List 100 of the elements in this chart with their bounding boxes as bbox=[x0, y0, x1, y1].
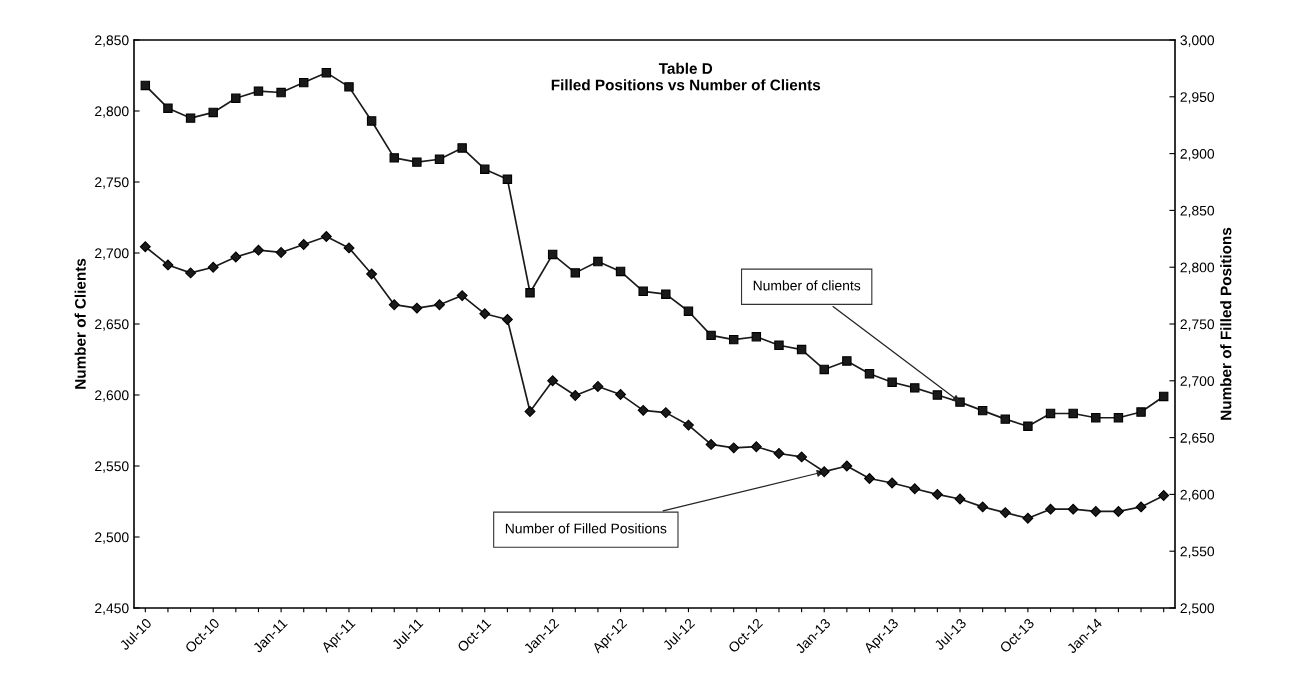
y2-tick-label: 2,650 bbox=[1180, 432, 1215, 445]
point bbox=[162, 259, 174, 271]
point bbox=[298, 239, 310, 250]
point bbox=[1136, 407, 1146, 417]
annotation: Number of Filled Positions bbox=[505, 523, 667, 534]
point bbox=[1091, 412, 1101, 423]
point bbox=[751, 332, 762, 342]
y2-tick-label: 2,800 bbox=[1180, 262, 1215, 275]
point bbox=[388, 299, 400, 311]
point bbox=[910, 383, 920, 393]
y-tick-label: 2,700 bbox=[95, 248, 129, 260]
point bbox=[207, 261, 219, 273]
y-tick-label: 2,650 bbox=[95, 319, 129, 331]
point bbox=[638, 286, 648, 297]
y2-tick-label: 2,550 bbox=[1180, 546, 1215, 559]
point bbox=[1068, 408, 1078, 419]
y-tick-label: 2,800 bbox=[95, 106, 129, 118]
point bbox=[366, 268, 378, 280]
point bbox=[615, 388, 627, 400]
point bbox=[185, 267, 197, 279]
annotation: Number of clients bbox=[753, 280, 861, 291]
point bbox=[886, 477, 898, 489]
point bbox=[1158, 490, 1170, 502]
point bbox=[1045, 503, 1056, 515]
point bbox=[139, 241, 151, 253]
point bbox=[343, 242, 355, 254]
point bbox=[887, 377, 897, 387]
point bbox=[547, 375, 559, 387]
point bbox=[366, 116, 377, 126]
point bbox=[434, 299, 445, 311]
point bbox=[683, 306, 694, 316]
point bbox=[592, 381, 604, 392]
point bbox=[1090, 505, 1102, 517]
point bbox=[841, 460, 853, 472]
point bbox=[389, 153, 399, 163]
y2-tick-label: 2,600 bbox=[1180, 489, 1215, 502]
point bbox=[932, 390, 943, 400]
point bbox=[977, 501, 989, 513]
y2-tick-label: 2,950 bbox=[1180, 92, 1215, 104]
point bbox=[344, 82, 354, 92]
point bbox=[819, 364, 829, 375]
point bbox=[977, 405, 988, 416]
y2-tick-label: 3,000 bbox=[1180, 35, 1215, 47]
point bbox=[434, 154, 445, 165]
text: Table D Filled Positions vs Number of Clients bbox=[551, 62, 821, 91]
point bbox=[615, 266, 626, 277]
point bbox=[954, 493, 966, 505]
point bbox=[185, 113, 196, 123]
point bbox=[706, 330, 716, 341]
point bbox=[728, 334, 739, 345]
point bbox=[818, 466, 830, 478]
point bbox=[457, 143, 467, 153]
point bbox=[1112, 505, 1124, 517]
point bbox=[661, 289, 671, 299]
point bbox=[569, 390, 581, 402]
y2-axis-title: Number of Filled Positions bbox=[1220, 227, 1232, 420]
point bbox=[501, 313, 513, 325]
point bbox=[320, 231, 332, 242]
y2-tick-label: 2,500 bbox=[1180, 603, 1215, 615]
point bbox=[479, 308, 491, 320]
point bbox=[955, 397, 965, 407]
point bbox=[480, 164, 490, 174]
point bbox=[525, 288, 535, 298]
point bbox=[570, 268, 581, 278]
point bbox=[1113, 412, 1124, 423]
point bbox=[682, 419, 694, 431]
point bbox=[593, 256, 603, 267]
point bbox=[773, 448, 785, 459]
point bbox=[411, 302, 423, 314]
point bbox=[796, 344, 807, 355]
point bbox=[1158, 391, 1169, 402]
point bbox=[728, 442, 740, 454]
y-tick-label: 2,450 bbox=[95, 603, 129, 615]
point bbox=[774, 340, 784, 351]
point bbox=[231, 93, 241, 103]
point bbox=[1022, 512, 1034, 524]
y-tick-label: 2,500 bbox=[95, 532, 129, 544]
point bbox=[999, 507, 1011, 519]
point bbox=[1045, 408, 1056, 419]
point bbox=[637, 404, 649, 416]
point bbox=[502, 174, 513, 184]
point bbox=[750, 441, 762, 453]
y-tick-label: 2,750 bbox=[95, 177, 129, 189]
y-tick-label: 2,600 bbox=[95, 390, 129, 402]
point bbox=[208, 107, 218, 118]
point bbox=[275, 246, 287, 258]
point bbox=[230, 251, 242, 263]
point bbox=[842, 356, 852, 366]
y2-tick-label: 2,850 bbox=[1180, 205, 1215, 218]
point bbox=[1000, 414, 1010, 424]
point bbox=[456, 290, 468, 302]
y-axis-title: Number of Clients bbox=[74, 258, 86, 389]
point bbox=[253, 86, 264, 96]
point bbox=[1067, 503, 1079, 515]
point bbox=[660, 407, 672, 419]
y2-tick-label: 2,750 bbox=[1180, 319, 1215, 331]
point bbox=[931, 488, 943, 500]
point bbox=[705, 438, 717, 450]
point bbox=[321, 67, 332, 78]
point bbox=[1023, 421, 1033, 431]
